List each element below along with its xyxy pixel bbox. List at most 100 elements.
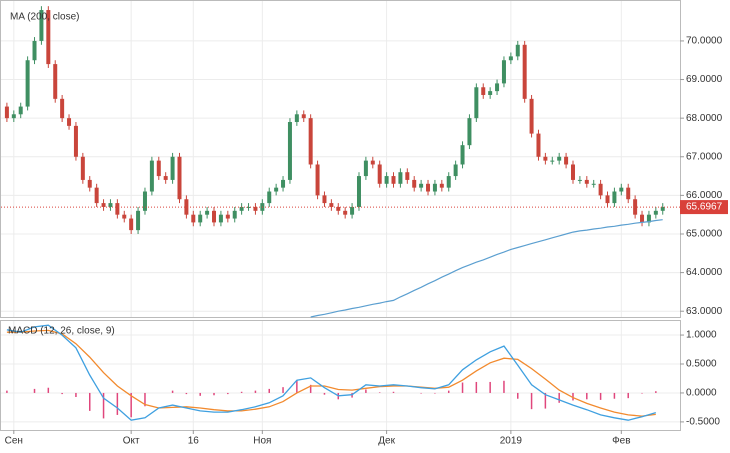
candle-body (136, 210, 141, 231)
candle-body (350, 206, 355, 215)
candle-body (46, 10, 51, 65)
y-tick-label: 69.0000 (686, 74, 723, 85)
candle-body (356, 176, 361, 207)
y-tick-label: 67.0000 (686, 151, 723, 162)
candle-body (522, 44, 527, 99)
candle-body (184, 199, 189, 215)
candle-body (605, 195, 610, 204)
y-tick-label: 0.5000 (686, 359, 717, 370)
y-tick-label: -0.5000 (686, 417, 720, 428)
candle-body (115, 203, 120, 215)
last-price-box (680, 200, 728, 215)
candle-body (122, 214, 127, 219)
x-tick-label: Сен (5, 436, 23, 447)
candle-body (363, 160, 368, 177)
y-tick-label: 70.0000 (686, 36, 723, 47)
candle-body (570, 164, 575, 180)
y-tick-label: 66.0000 (686, 190, 723, 201)
candle-body (239, 206, 244, 211)
candle-body (94, 187, 99, 204)
candle-body (253, 206, 258, 211)
candle-body (598, 183, 603, 196)
candle-body (294, 114, 299, 123)
candle-body (426, 183, 431, 192)
candle-body (246, 206, 251, 208)
candle-body (370, 160, 375, 165)
candle-body (550, 160, 555, 162)
x-tick-label: 2019 (500, 436, 523, 447)
candle-body (80, 156, 85, 180)
candle-body (474, 87, 479, 119)
candle-body (432, 183, 437, 192)
candle-body (439, 183, 444, 188)
candle-body (660, 206, 665, 211)
candle-body (18, 106, 23, 115)
candle-body (101, 203, 106, 207)
candle-body (508, 56, 513, 61)
candle-body (467, 118, 472, 146)
macd-title: MACD (12, 26, close, 9) (8, 326, 115, 337)
candle-body (232, 210, 237, 219)
candle-body (612, 191, 617, 204)
candle-body (412, 179, 417, 188)
candle-body (619, 187, 624, 192)
signal-line (6, 329, 656, 417)
candle-body (142, 191, 147, 211)
candle-body (87, 179, 92, 188)
candle-body (529, 98, 534, 134)
y-tick-label: 68.0000 (686, 113, 723, 124)
candle-body (4, 106, 9, 119)
candle-body (170, 156, 175, 180)
candle-body (446, 176, 451, 188)
candle-body (225, 214, 230, 219)
candle-body (626, 187, 631, 200)
x-tick-label: Окт (123, 436, 140, 447)
candle-body (646, 214, 651, 223)
candle-body (536, 133, 541, 157)
price-title: MA (200, close) (10, 12, 79, 23)
candle-body (11, 114, 16, 119)
candle-body (73, 125, 78, 157)
x-tick-label: Дек (378, 436, 395, 447)
candle-body (177, 156, 182, 200)
candle-body (564, 156, 569, 165)
candle-body (281, 179, 286, 188)
candle-body (129, 218, 134, 231)
candle-body (218, 214, 223, 223)
candle-body (53, 64, 58, 99)
candle-body (301, 114, 306, 119)
candle-body (329, 203, 334, 207)
candle-body (198, 214, 203, 223)
candle-body (274, 187, 279, 192)
candle-body (336, 206, 341, 211)
candle-body (39, 10, 44, 41)
candle-body (377, 164, 382, 184)
candle-body (32, 40, 37, 61)
candle-body (343, 210, 348, 215)
y-tick-label: 64.0000 (686, 267, 723, 278)
candle-body (267, 191, 272, 204)
x-tick-label: 16 (188, 436, 200, 447)
candle-body (308, 118, 313, 165)
y-tick-label: 1.0000 (686, 330, 717, 341)
candle-body (149, 160, 154, 192)
candle-body (633, 199, 638, 215)
candle-body (419, 183, 424, 188)
candle-body (591, 183, 596, 185)
candle-body (25, 60, 30, 107)
y-tick-label: 63.0000 (686, 306, 723, 317)
candle-body (315, 164, 320, 196)
candle-body (60, 98, 65, 119)
candle-body (212, 210, 217, 223)
candle-body (156, 160, 161, 177)
candle-body (543, 156, 548, 161)
price-panel (0, 0, 681, 318)
candle-body (515, 44, 520, 57)
candle-body (205, 210, 210, 215)
candle-body (495, 83, 500, 92)
x-tick-label: Ноя (253, 436, 271, 447)
candle-body (488, 91, 493, 95)
candle-body (584, 179, 589, 184)
macd-panel (0, 320, 681, 431)
